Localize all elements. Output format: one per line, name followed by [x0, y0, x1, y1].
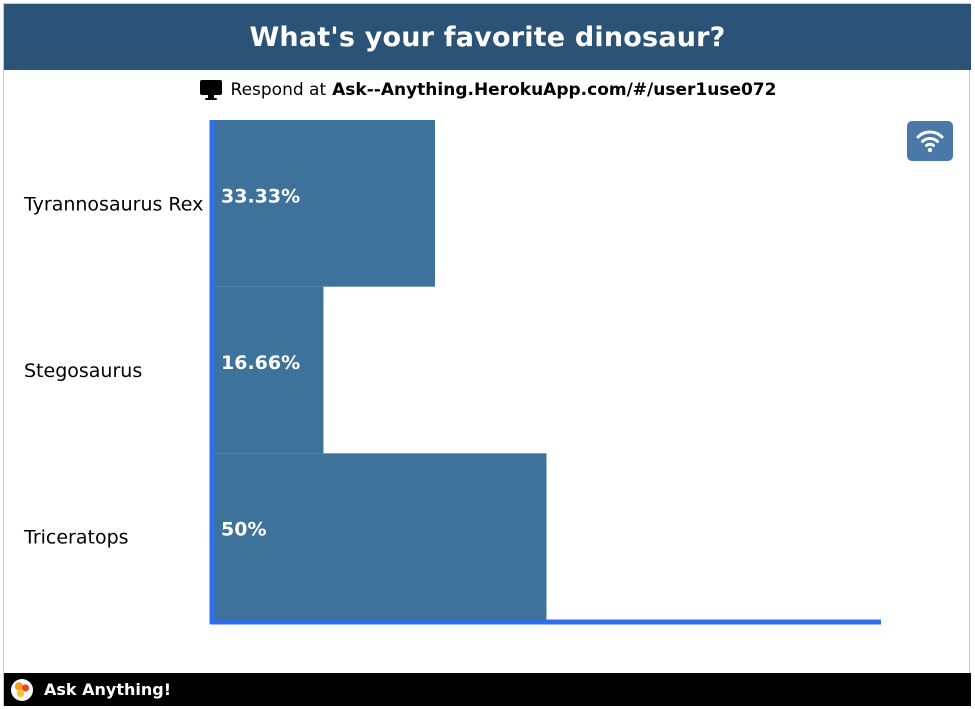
respond-banner: Respond at Ask--Anything.HerokuApp.com/#…: [0, 77, 975, 103]
bar-1: [212, 286, 324, 454]
value-label-1: 16.66%: [221, 352, 300, 374]
wifi-icon: [916, 130, 944, 153]
footer-brand: Ask Anything!: [44, 680, 171, 699]
value-label-2: 50%: [221, 519, 266, 541]
value-label-0: 33.33%: [221, 185, 300, 207]
category-label-0: Tyrannosaurus Rex: [23, 193, 203, 215]
category-label-1: Stegosaurus: [24, 360, 142, 382]
bar-0: [212, 120, 435, 287]
category-label-2: Triceratops: [23, 527, 129, 549]
bar-2: [212, 453, 547, 620]
monitor-icon: [199, 80, 222, 100]
page-title: What's your favorite dinosaur?: [4, 4, 971, 70]
footer-bar: Ask Anything!: [4, 673, 971, 706]
app-logo-icon: [11, 678, 33, 701]
live-updates-button[interactable]: [907, 121, 953, 161]
title-text: What's your favorite dinosaur?: [249, 21, 726, 53]
respond-url[interactable]: Ask--Anything.HerokuApp.com/#/user1use07…: [332, 80, 777, 100]
respond-prefix: Respond at: [230, 80, 327, 100]
